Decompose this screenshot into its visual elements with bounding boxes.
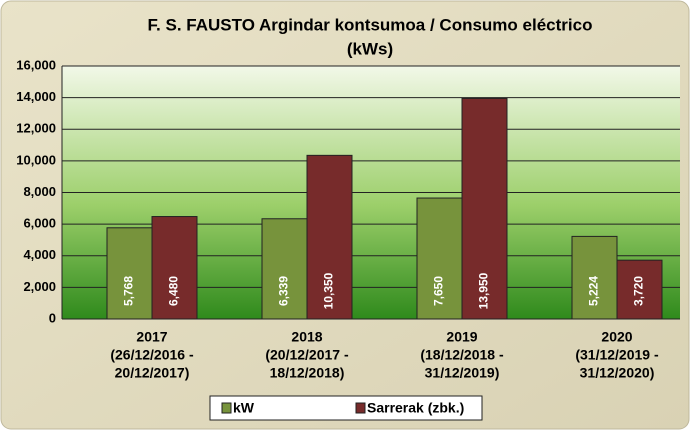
x-tick-label: 2020 (601, 329, 632, 345)
value-label: 6,339 (277, 276, 291, 306)
bar (106, 227, 153, 320)
bar (461, 97, 508, 320)
value-label: 10,350 (322, 272, 336, 309)
legend-label: kW (233, 400, 255, 416)
x-tick-label: 31/12/2019) (425, 365, 500, 381)
x-tick-label: (20/12/2017 - (265, 347, 349, 363)
x-tick-label: 18/12/2018) (270, 365, 345, 381)
y-tick-label: 16,000 (16, 57, 56, 72)
value-label: 13,950 (477, 272, 491, 309)
x-tick-label: (31/12/2019 - (575, 347, 659, 363)
y-tick-label: 6,000 (23, 216, 56, 231)
value-label: 5,768 (122, 276, 136, 306)
y-tick-label: 2,000 (23, 279, 56, 294)
y-tick-label: 10,000 (16, 152, 56, 167)
y-tick-label: 12,000 (16, 121, 56, 136)
x-tick-label: 31/12/2020) (580, 365, 655, 381)
value-label: 6,480 (167, 276, 181, 306)
chart-title: (kWs) (347, 39, 393, 58)
value-label: 7,650 (432, 276, 446, 306)
x-tick-label: 20/12/2017) (115, 365, 190, 381)
bar (571, 235, 618, 320)
x-tick-label: (18/12/2018 - (420, 347, 504, 363)
x-tick-label: 2019 (446, 329, 477, 345)
y-tick-label: 0 (49, 310, 56, 325)
value-label: 3,720 (632, 276, 646, 306)
y-tick-label: 14,000 (16, 89, 56, 104)
chart-title: F. S. FAUSTO Argindar kontsumoa / Consum… (148, 15, 593, 34)
bar (151, 216, 198, 320)
x-tick-label: (26/12/2016 - (110, 347, 194, 363)
legend (209, 395, 483, 421)
x-tick-label: 2018 (291, 329, 322, 345)
value-label: 5,224 (587, 276, 601, 306)
bar (261, 218, 308, 320)
bar (616, 259, 663, 320)
x-tick-label: 2017 (136, 329, 167, 345)
y-tick-label: 4,000 (23, 247, 56, 262)
bar (306, 154, 353, 320)
legend-swatch (355, 402, 366, 414)
legend-label: Sarrerak (zbk.) (367, 400, 464, 416)
y-tick-label: 8,000 (23, 184, 56, 199)
legend-swatch (221, 402, 232, 414)
bar (416, 197, 463, 320)
